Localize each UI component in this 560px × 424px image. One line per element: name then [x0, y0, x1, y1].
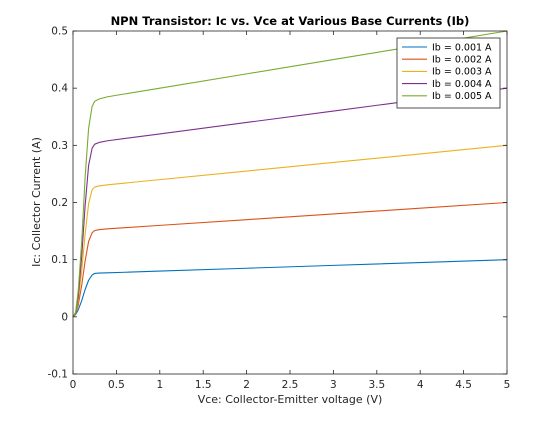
x-tick-label: 1: [156, 379, 163, 391]
x-tick-label: 1.5: [195, 379, 212, 391]
legend-label-4: Ib = 0.004 A: [432, 79, 492, 90]
y-axis-label: Ic: Collector Current (A): [30, 137, 43, 267]
y-tick-label: 0.4: [51, 83, 68, 95]
x-tick-label: 0: [70, 379, 77, 391]
x-tick-label: 2.5: [282, 379, 299, 391]
series-layer: [72, 30, 508, 318]
legend: Ib = 0.001 AIb = 0.002 AIb = 0.003 AIb =…: [396, 37, 501, 109]
x-tick-label: 5: [504, 379, 511, 391]
x-tick-label: 4.5: [455, 379, 472, 391]
y-tick-label: 0.3: [51, 140, 68, 152]
legend-label-5: Ib = 0.005 A: [432, 91, 492, 102]
x-tick-label: 2: [243, 379, 250, 391]
chart-title: NPN Transistor: Ic vs. Vce at Various Ba…: [111, 14, 470, 28]
y-tick-label: 0: [61, 311, 68, 323]
y-tick-label: 0.2: [51, 197, 68, 209]
series-line-2: [72, 201, 508, 318]
series-line-1: [72, 259, 508, 318]
legend-label-2: Ib = 0.002 A: [432, 55, 492, 66]
legend-entries: Ib = 0.001 AIb = 0.002 AIb = 0.003 AIb =…: [402, 42, 492, 102]
x-tick-label: 3: [330, 379, 337, 391]
series-line-5: [72, 30, 508, 318]
tick-layer: 0 0.5 1 1.5 2 2.5 3 3.5 4 4.5 5-0.100.10.20.30.40.…: [48, 26, 511, 392]
y-tick-label: -0.1: [48, 369, 69, 381]
y-tick-label: 0.1: [51, 254, 68, 266]
legend-label-3: Ib = 0.003 A: [432, 67, 492, 78]
x-axis-label: Vce: Collector-Emitter voltage (V): [198, 393, 383, 406]
y-tick-label: 0.5: [51, 26, 68, 38]
x-tick-label: 3.5: [368, 379, 385, 391]
x-tick-label: 0.5: [108, 379, 125, 391]
x-tick-label: 4: [417, 379, 424, 391]
legend-label-1: Ib = 0.001 A: [432, 42, 492, 53]
series-line-3: [72, 144, 508, 318]
series-line-4: [72, 87, 508, 318]
